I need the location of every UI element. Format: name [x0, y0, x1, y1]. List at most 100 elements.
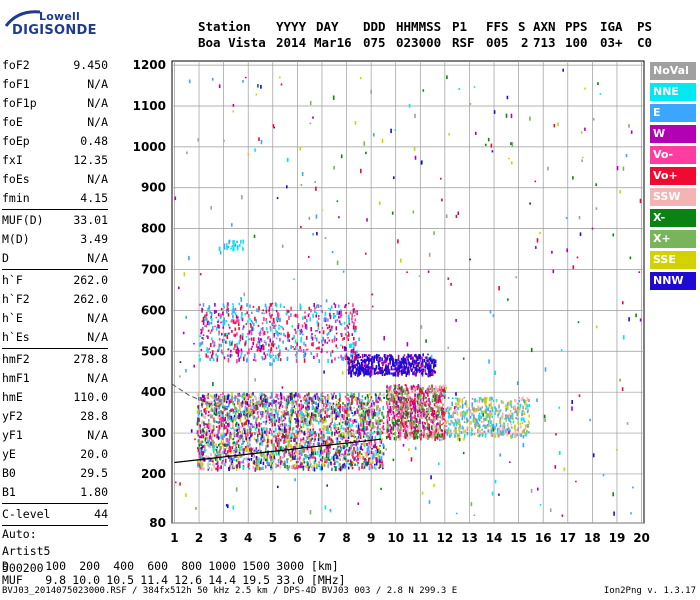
echo-point [450, 433, 453, 437]
echo-point [390, 426, 393, 431]
echo-point [376, 399, 379, 404]
echo-point [227, 396, 229, 401]
echo-point [217, 319, 220, 322]
echo-point [377, 371, 379, 375]
echo-point [243, 410, 246, 413]
echo-point [374, 393, 377, 396]
echo-point [510, 412, 513, 415]
echo-point [228, 399, 231, 405]
echo-point [336, 423, 338, 426]
echo-point [419, 398, 422, 403]
echo-point [386, 433, 389, 436]
echo-point [291, 427, 294, 432]
echo-point [308, 437, 310, 440]
echo-point [371, 423, 374, 428]
echo-point [304, 444, 306, 449]
echo-point [305, 402, 307, 406]
echo-point [211, 429, 214, 434]
echo-point [434, 397, 436, 402]
echo-point [379, 434, 381, 439]
echo-point [414, 361, 417, 365]
echo-point [307, 397, 310, 402]
echo-point [513, 425, 516, 430]
echo-point [368, 421, 370, 424]
echo-point [350, 425, 352, 430]
echo-point [348, 453, 351, 456]
echo-point [357, 424, 360, 429]
echo-point [210, 400, 213, 403]
echo-point [287, 431, 289, 435]
header-label: Station [198, 19, 251, 34]
echo-point [414, 419, 416, 424]
echo-point [227, 423, 230, 428]
echo-point [413, 402, 415, 406]
echo-point [355, 455, 358, 458]
header-value: RSF [452, 35, 475, 50]
echo-point [304, 414, 306, 417]
echo-point [256, 437, 259, 442]
echo-point [367, 354, 370, 357]
echo-point [287, 439, 289, 443]
echo-point [367, 428, 370, 431]
echo-point [439, 393, 441, 397]
echo-point [240, 415, 242, 418]
echo-cluster [346, 353, 437, 378]
echo-point [280, 445, 282, 448]
echo-point [250, 324, 252, 328]
echo-point [315, 433, 318, 437]
echo-point [348, 369, 351, 373]
echo-point [478, 416, 480, 421]
echo-point [257, 433, 259, 438]
echo-point [381, 431, 384, 435]
echo-point [347, 436, 350, 439]
echo-point [406, 416, 409, 419]
echo-point [522, 435, 525, 439]
echo-point [305, 447, 307, 451]
echo-point [319, 466, 322, 471]
echo-point [368, 466, 371, 471]
echo-point [351, 463, 354, 467]
echo-point [401, 422, 404, 427]
echo-point [395, 390, 398, 394]
echo-point [302, 458, 305, 462]
echo-point [453, 422, 455, 427]
echo-point [481, 398, 484, 403]
echo-point [312, 430, 315, 434]
echo-point [438, 430, 440, 433]
echo-point [498, 426, 501, 430]
echo-point [362, 403, 364, 407]
echo-point [483, 400, 486, 404]
param-value: 262.0 [73, 273, 108, 287]
echo-point [475, 410, 477, 413]
echo-point [368, 444, 371, 449]
echo-point [254, 405, 256, 409]
echo-point [251, 409, 253, 413]
echo-point [307, 430, 309, 435]
echo-point [336, 460, 338, 464]
echo-point [278, 344, 280, 349]
echo-point [380, 451, 383, 454]
echo-point [340, 453, 343, 456]
echo-point [289, 423, 291, 427]
echo-point [225, 340, 228, 344]
echo-point [348, 314, 350, 318]
echo-point [324, 459, 326, 463]
echo-point [419, 434, 421, 437]
echo-point [379, 459, 382, 464]
echo-point [263, 452, 266, 456]
echo-point [218, 414, 221, 417]
echo-point [381, 362, 384, 367]
echo-point [207, 393, 210, 396]
echo-point [354, 456, 356, 461]
echo-point [257, 324, 260, 327]
echo-point [213, 428, 215, 431]
echo-point [289, 420, 292, 424]
echo-point [275, 435, 278, 438]
echo-point [357, 436, 360, 438]
echo-point [358, 466, 360, 471]
echo-point [246, 419, 249, 422]
echo-point [230, 433, 233, 436]
echo-point [283, 435, 285, 439]
echo-point [398, 417, 400, 419]
echo-point [235, 449, 237, 454]
